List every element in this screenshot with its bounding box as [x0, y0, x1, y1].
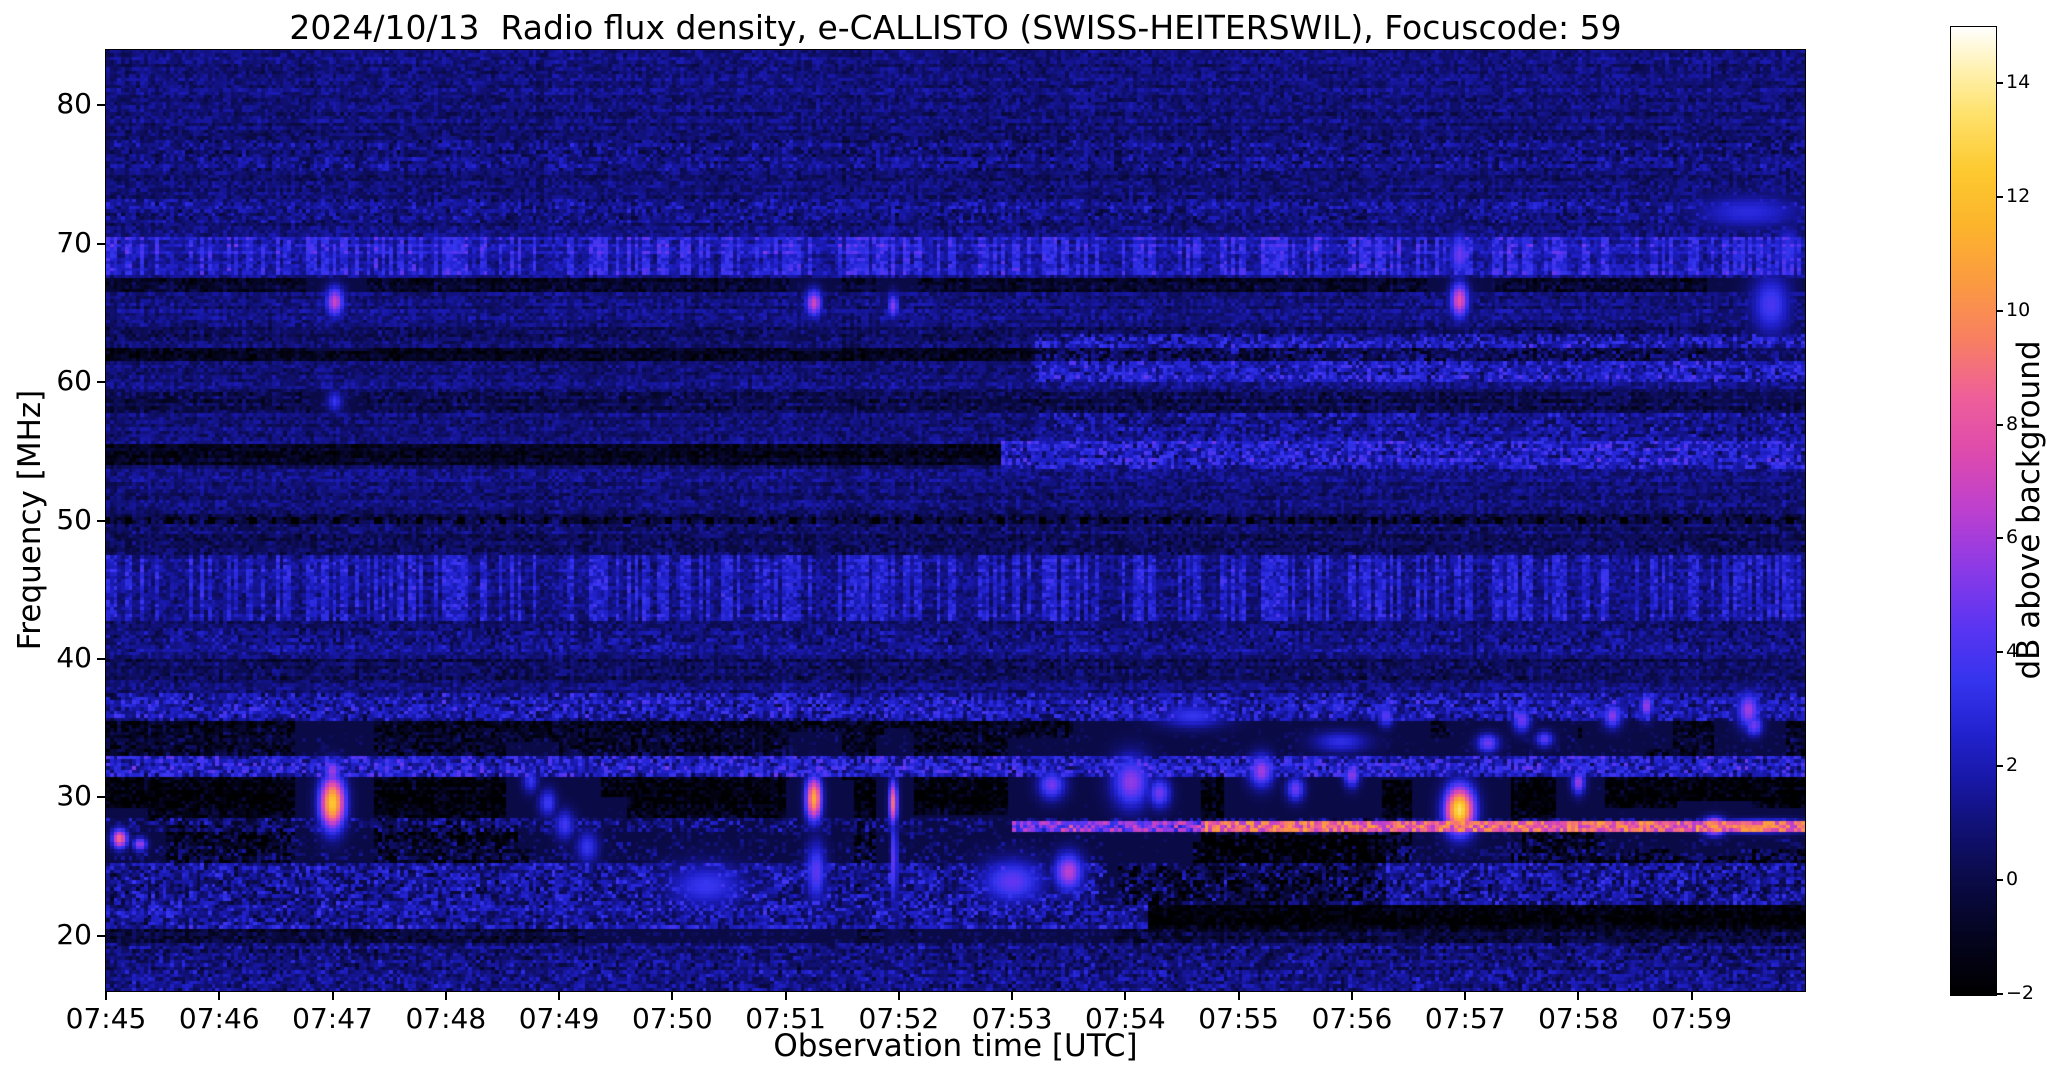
x-tick-mark — [1577, 991, 1580, 1000]
x-tick-mark — [1464, 991, 1467, 1000]
y-axis-label: Frequency [MHz] — [12, 389, 48, 651]
x-tick-mark — [1124, 991, 1127, 1000]
colorbar-tick-mark — [1996, 81, 2003, 84]
colorbar-tick-mark — [1996, 651, 2003, 654]
colorbar-tick-label: 0 — [2006, 868, 2019, 891]
x-tick-mark — [218, 991, 221, 1000]
y-tick-label: 70 — [56, 225, 92, 259]
x-tick-mark — [1690, 991, 1693, 1000]
colorbar-tick-mark — [1996, 309, 2003, 312]
plot-area — [105, 49, 1806, 992]
y-tick-label: 20 — [56, 917, 92, 951]
colorbar-tick-mark — [1996, 879, 2003, 882]
colorbar-tick-mark — [1996, 195, 2003, 198]
x-tick-mark — [558, 991, 561, 1000]
x-tick-mark — [784, 991, 787, 1000]
colorbar-tick-mark — [1996, 423, 2003, 426]
spectrogram-canvas — [106, 50, 1805, 991]
x-tick-mark — [671, 991, 674, 1000]
colorbar-tick-label: 10 — [2006, 298, 2031, 321]
x-tick-mark — [105, 991, 107, 1000]
colorbar-tick-label: 14 — [2006, 70, 2031, 93]
colorbar-tick-mark — [1996, 765, 2003, 768]
x-tick-mark — [1011, 991, 1014, 1000]
x-tick-mark — [1237, 991, 1240, 1000]
x-tick-mark — [444, 991, 447, 1000]
colorbar-label: dB above background — [2011, 340, 2047, 680]
y-tick-label: 80 — [56, 87, 92, 121]
colorbar-tick-mark — [1996, 537, 2003, 540]
x-tick-mark — [1350, 991, 1353, 1000]
colorbar-tick-label: −2 — [2006, 982, 2035, 1004]
colorbar-tick-label: 12 — [2006, 184, 2031, 207]
x-tick-mark — [331, 991, 334, 1000]
colorbar-tick-label: 2 — [2006, 754, 2019, 777]
colorbar-tick-mark — [1996, 993, 2003, 995]
x-axis-label: Observation time [UTC] — [773, 1028, 1138, 1064]
x-tick-mark — [897, 991, 900, 1000]
chart-title: 2024/10/13 Radio flux density, e-CALLIST… — [289, 8, 1622, 47]
colorbar-gradient — [1950, 26, 1997, 996]
y-tick-label: 30 — [56, 779, 92, 813]
